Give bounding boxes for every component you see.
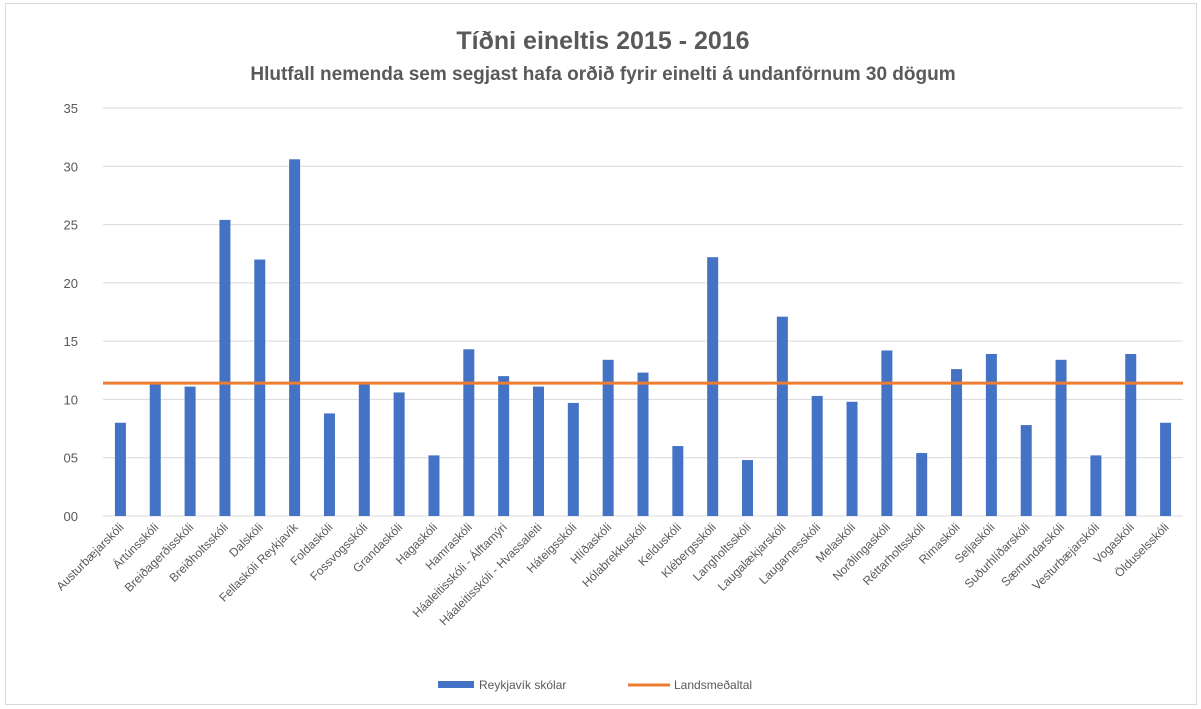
chart-subtitle: Hlutfall nemenda sem segjast hafa orðið … <box>250 64 955 85</box>
y-tick-label: 20 <box>64 276 78 291</box>
bar <box>184 386 196 516</box>
y-tick-label: 05 <box>64 451 78 466</box>
bar <box>358 383 370 516</box>
bar-series <box>114 159 1172 516</box>
y-tick-label: 35 <box>64 101 78 116</box>
bar <box>1090 455 1102 516</box>
bar <box>393 392 405 516</box>
bar <box>776 316 788 516</box>
bar <box>323 413 335 516</box>
bar <box>149 381 161 516</box>
bar <box>254 259 266 516</box>
y-axis-ticks: 00 05 10 15 20 25 30 35 <box>64 101 78 524</box>
bar <box>1160 422 1172 516</box>
bar <box>637 372 649 516</box>
bar <box>811 395 823 516</box>
bar <box>602 359 614 516</box>
bar <box>742 460 754 516</box>
bar <box>985 353 997 516</box>
bar <box>881 350 893 516</box>
gridlines <box>103 107 1183 517</box>
y-tick-label: 00 <box>64 509 78 524</box>
legend-swatch-bars <box>438 681 474 688</box>
x-axis-labels: AusturbæjarskóliÁrtúnsskóliBreiðagerðiss… <box>53 520 1171 629</box>
bar <box>498 376 510 516</box>
bar <box>219 219 231 516</box>
y-tick-label: 15 <box>64 334 78 349</box>
bar <box>1020 425 1032 516</box>
chart-frame <box>5 3 1197 705</box>
bar <box>672 446 684 516</box>
bar <box>532 386 544 516</box>
bar <box>289 159 301 516</box>
chart-title: Tíðni eineltis 2015 - 2016 <box>456 27 749 55</box>
y-tick-label: 25 <box>64 218 78 233</box>
bar <box>707 257 719 516</box>
bar <box>114 422 126 516</box>
bar <box>846 401 858 516</box>
bar <box>916 453 928 516</box>
bar <box>428 455 440 516</box>
legend-label-line: Landsmeðaltal <box>674 678 752 692</box>
bar <box>1125 353 1137 516</box>
bar <box>951 369 963 516</box>
bar <box>463 349 475 516</box>
bar <box>567 402 579 516</box>
bar <box>1055 359 1067 516</box>
y-tick-label: 10 <box>64 392 78 407</box>
legend-label-bars: Reykjavík skólar <box>479 678 566 692</box>
x-tick-label: Laugarnesskóli <box>756 520 823 587</box>
legend: Reykjavík skólar Landsmeðaltal <box>438 678 752 692</box>
y-tick-label: 30 <box>64 159 78 174</box>
